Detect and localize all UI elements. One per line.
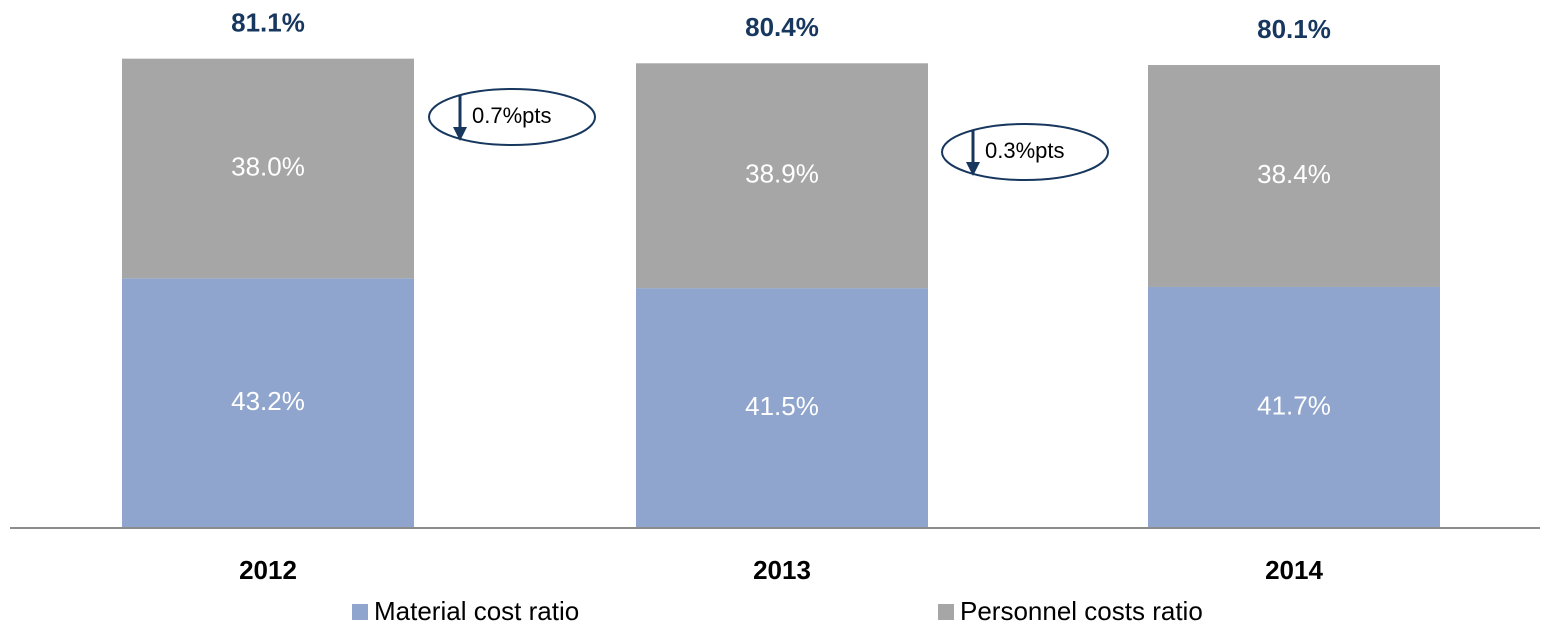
segment-label: 43.2% [231, 386, 305, 416]
segment-label: 41.7% [1257, 390, 1331, 420]
x-tick-label: 2014 [1265, 555, 1323, 585]
total-label: 81.1% [231, 8, 305, 38]
annotation-arrowhead [966, 162, 980, 176]
x-tick-label: 2013 [753, 555, 811, 585]
bar-segment [122, 278, 414, 528]
bar-segment [122, 58, 414, 279]
legend-swatch [352, 604, 368, 620]
segment-label: 41.5% [745, 391, 819, 421]
annotation-text: 0.3%pts [985, 138, 1065, 163]
total-label: 80.1% [1257, 14, 1331, 44]
segment-label: 38.9% [745, 159, 819, 189]
segment-label: 38.4% [1257, 159, 1331, 189]
legend-label: Material cost ratio [374, 596, 579, 626]
legend-label: Personnel costs ratio [960, 596, 1203, 626]
annotation-ellipse [428, 88, 596, 146]
legend-swatch [938, 604, 954, 620]
bar-segment [636, 288, 928, 528]
annotation-arrowhead [453, 127, 467, 141]
bar-segment [1148, 286, 1440, 528]
bar-segment [1148, 65, 1440, 287]
bar-segment [636, 63, 928, 289]
segment-label: 38.0% [231, 151, 305, 181]
annotation-text: 0.7%pts [472, 103, 552, 128]
annotation-ellipse [941, 123, 1109, 181]
total-label: 80.4% [745, 12, 819, 42]
x-tick-label: 2012 [239, 555, 297, 585]
